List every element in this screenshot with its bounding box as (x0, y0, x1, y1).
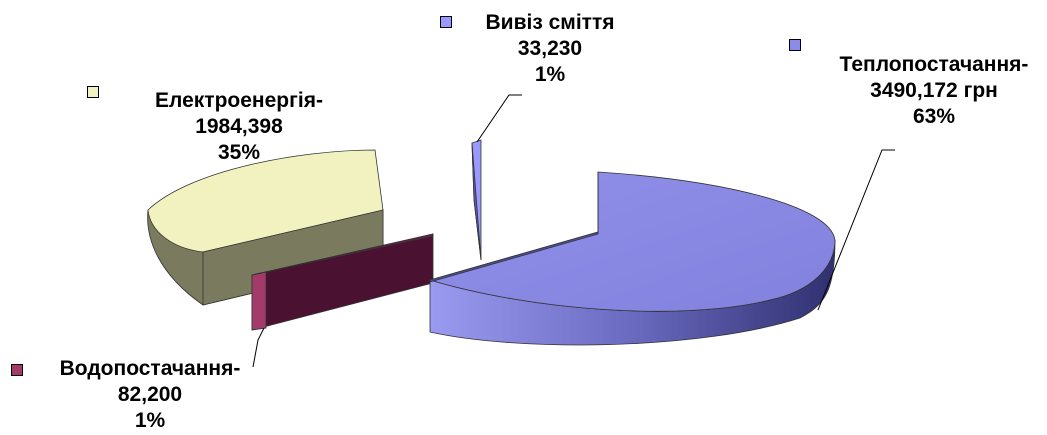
slice-water-top (251, 233, 434, 276)
leader-line-garbage (476, 94, 522, 143)
legend-swatch-garbage (440, 16, 452, 28)
leader-line-water (252, 327, 265, 368)
label-heat-percent: 63% (912, 105, 956, 128)
label-heat-name: Теплопостачання- (839, 53, 1029, 76)
data-label-water: Водопостачання- 82,200 1% (35, 356, 265, 434)
leader-line-heat (817, 149, 895, 311)
slice-electricity-top (147, 149, 384, 253)
label-garbage-value: 33,230 (517, 37, 583, 60)
slice-heat-cut (429, 172, 599, 283)
label-heat-unit: грн (963, 79, 998, 102)
label-water-name: Водопостачання- (59, 357, 241, 380)
data-label-electricity: Електроенергія- 1984,398 35% (120, 88, 358, 166)
label-electricity-value: 1984,398 (195, 115, 283, 138)
label-garbage-name: Вивіз сміття (485, 11, 615, 34)
slice-heat-top (428, 171, 836, 312)
label-electricity-percent: 35% (217, 141, 261, 164)
data-label-heat: Теплопостачання- 3490,172 грн 63% (818, 52, 1047, 130)
legend-swatch-water (11, 364, 23, 376)
legend-swatch-electricity (87, 86, 99, 98)
label-heat-value: 3490,172 (870, 79, 958, 102)
label-water-value: 82,200 (117, 383, 183, 406)
label-heat-value-line: 3490,172 грн (818, 78, 1047, 104)
slice-garbage-side (471, 142, 482, 261)
legend-swatch-heat (789, 39, 801, 51)
label-garbage-percent: 1% (534, 63, 566, 86)
label-water-percent: 1% (134, 409, 166, 432)
data-label-garbage: Вивіз сміття 33,230 1% (455, 10, 645, 88)
slice-water-end (251, 271, 267, 331)
label-electricity-name: Електроенергія- (155, 89, 323, 112)
